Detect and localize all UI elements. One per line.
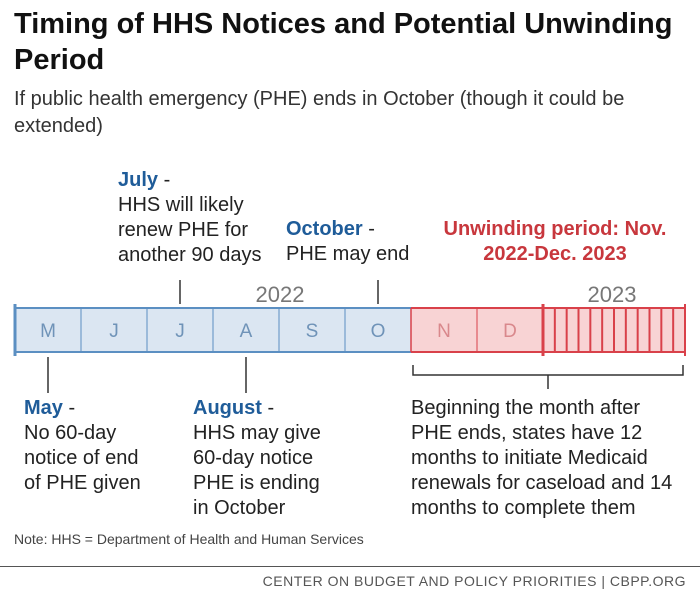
chart-note: Note: HHS = Department of Health and Hum… [14,531,364,547]
chart-footer: CENTER ON BUDGET AND POLICY PRIORITIES |… [262,573,686,589]
annotation-august-text: HHS may give 60-day notice PHE is ending… [193,422,321,519]
annotation-august-head: August [193,397,262,419]
month-label: A [240,321,253,342]
annotation-august-dash: - [261,397,275,419]
month-label: J [175,321,185,342]
chart-subtitle: If public health emergency (PHE) ends in… [14,88,625,137]
band-unwinding [411,308,685,352]
year-label-2022: 2022 [256,282,305,307]
annotation-october-dash: - [362,218,375,240]
annotation-july: July - HHS will likely renew PHE for ano… [118,168,263,268]
unwinding-bracket [412,365,684,376]
month-label: M [40,321,56,342]
annotation-unwinding-text: Unwinding period: Nov. 2022-Dec. 2023 [443,218,667,265]
annotation-october-text: PHE may end [286,243,410,265]
annotation-august: August - HHS may give 60-day notice PHE … [193,396,328,521]
annotation-july-dash: - [158,169,171,191]
month-label: N [437,321,451,342]
annotation-may-text: No 60-day notice of end of PHE given [24,422,141,494]
annotation-may: May - No 60-day notice of end of PHE giv… [24,396,154,496]
month-label: S [306,321,319,342]
annotation-bracket-text: Beginning the month after PHE ends, stat… [411,397,673,519]
annotation-july-text: HHS will likely renew PHE for another 90… [118,194,262,266]
annotation-unwinding: Unwinding period: Nov. 2022-Dec. 2023 [430,217,680,267]
annotation-may-head: May [24,397,63,419]
chart-title: Timing of HHS Notices and Potential Unwi… [14,8,673,76]
month-label: D [503,321,517,342]
annotation-july-head: July [118,169,159,191]
annotation-october: October - PHE may end [286,217,421,267]
year-label-2023: 2023 [588,282,637,307]
month-label: O [371,321,386,342]
annotation-october-head: October [286,218,363,240]
annotation-bracket: Beginning the month after PHE ends, stat… [411,396,683,521]
footer-divider [0,566,700,567]
annotation-may-dash: - [62,397,76,419]
month-label: J [109,321,119,342]
